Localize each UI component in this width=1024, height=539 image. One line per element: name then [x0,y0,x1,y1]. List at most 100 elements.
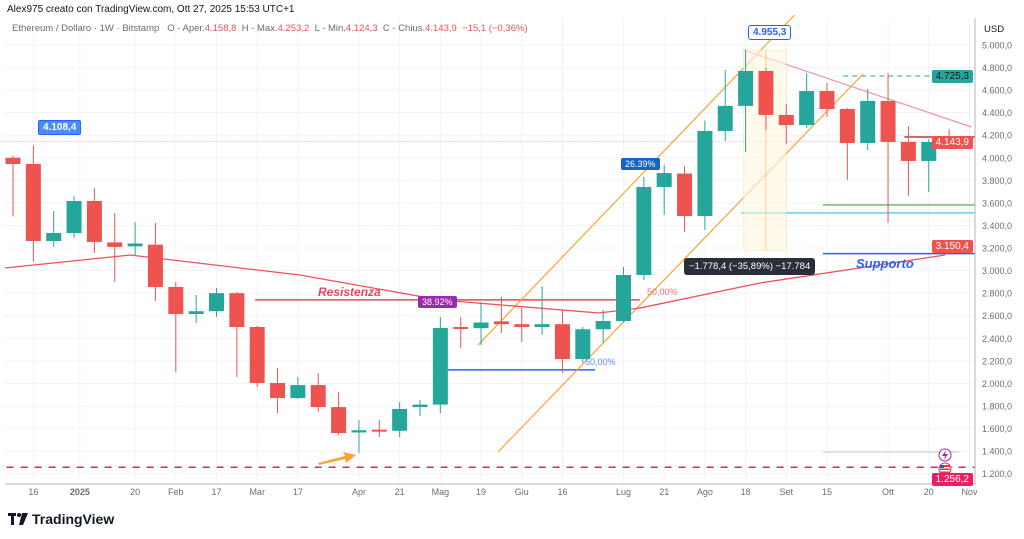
candle-body [107,242,123,247]
x-tick-label: 18 [741,487,751,497]
candle-body [595,321,611,330]
candle-up [127,222,143,256]
lightning-event-icon[interactable] [938,448,952,462]
y-tick-label: 2.800,0 [982,289,1012,299]
x-tick-label: Mar [249,487,265,497]
low-level-price-label: 1.256,2 [931,473,973,486]
trend-line [497,73,864,453]
candle-body [636,187,652,275]
candle-body [575,329,591,360]
candle-body [677,173,693,217]
candle-body [66,201,82,234]
x-tick-label: Lug [616,487,631,497]
y-tick-label: 1.400,0 [982,447,1012,457]
trendlines [477,14,972,453]
candle-body [331,407,347,434]
y-tick-label: 3.000,0 [982,266,1012,276]
candle-down [331,391,347,435]
candle-body [25,164,41,242]
x-tick-label: 16 [557,487,567,497]
drawing-levels [0,75,975,469]
candle-up [717,70,733,141]
candle-body [371,429,387,432]
candle-body [127,243,143,247]
close-value: 4.143,9 [425,23,457,34]
candle-body [392,409,408,431]
price-axis[interactable]: 1.200,0 1.400,0 1.600,0 1.800,0 2.000,0 2.200… [982,41,1012,480]
x-tick-label: Nov [961,487,978,497]
candle-down [5,155,21,217]
candle-up [290,376,306,399]
rally-percent-label-1: 38.92% [418,296,457,308]
x-tick-label: Feb [168,487,184,497]
y-tick-label: 3.200,0 [982,244,1012,254]
high-value: 4.253,2 [277,23,310,34]
candle-body [900,142,916,161]
candle-body [493,321,509,325]
candle-down [147,222,163,302]
candle-down [107,213,123,282]
candle-body [758,70,774,115]
x-tick-label: 21 [395,487,405,497]
candle-down [371,419,387,437]
y-tick-label: 2.400,0 [982,334,1012,344]
candle-down [514,308,530,343]
y-tick-label: 2.200,0 [982,356,1012,366]
candle-up [392,402,408,437]
candle-up [636,176,652,280]
low-value: 4.124,3 [345,23,378,34]
candle-body [188,311,204,315]
fib-label-2: 50,00% [585,357,616,367]
y-tick-label: 1.800,0 [982,401,1012,411]
candle-down [778,103,794,145]
orange-arrow [318,452,356,465]
close-label: C - Chius. [382,23,426,34]
candle-body [616,274,631,322]
candle-down [310,373,326,412]
last-price-label: 4.143,9 [931,136,973,149]
x-tick-label: Apr [352,487,366,497]
trend-line [477,14,795,346]
candle-up [46,211,62,248]
grid [5,18,975,484]
time-axis[interactable]: 16 2025 20 Feb 17 Mar 17 Apr 21 Mag 19 Giu 16 Lug 21 Ag… [28,487,978,497]
level-high-price-label: 4.725,3 [931,70,973,83]
candle-down [86,188,102,254]
candle-down [453,316,469,348]
resistance-label: Resistenza [318,285,381,299]
y-tick-label: 3.600,0 [982,198,1012,208]
candle-body [46,233,62,242]
y-tick-label: 2.600,0 [982,311,1012,321]
y-tick-label: 4.000,0 [982,153,1012,163]
candle-body [860,100,876,144]
y-tick-label: 3.400,0 [982,221,1012,231]
candle-body [290,385,306,399]
x-tick-label: 19 [476,487,486,497]
candle-body [880,100,896,143]
x-tick-label: 16 [28,487,38,497]
symbol-name[interactable]: Ethereum / Dollaro · 1W · Bitstamp [12,23,160,34]
candle-body [717,105,733,131]
candle-down [25,145,41,262]
candle-body [412,404,428,408]
candle-up [738,50,754,153]
x-tick-label: Ott [882,487,895,497]
candle-body [229,293,245,327]
tradingview-logo-icon [8,513,28,525]
support-label: Supporto [856,256,914,271]
open-value: 4.158,8 [204,23,237,34]
candle-up [66,196,82,238]
tradingview-logo[interactable]: TradingView [8,511,114,527]
candle-up [209,287,224,317]
candle-body [473,322,489,329]
candle-up [799,72,815,129]
candle-down [758,67,774,131]
candle-up [595,310,611,344]
fib-label-1: 50,00% [647,287,678,297]
candle-body [432,328,448,405]
candle-body [514,324,530,327]
candle-down [493,296,509,333]
high-2024-callout: 4.108,4 [38,120,82,135]
y-tick-label: 1.200,0 [982,469,1012,479]
